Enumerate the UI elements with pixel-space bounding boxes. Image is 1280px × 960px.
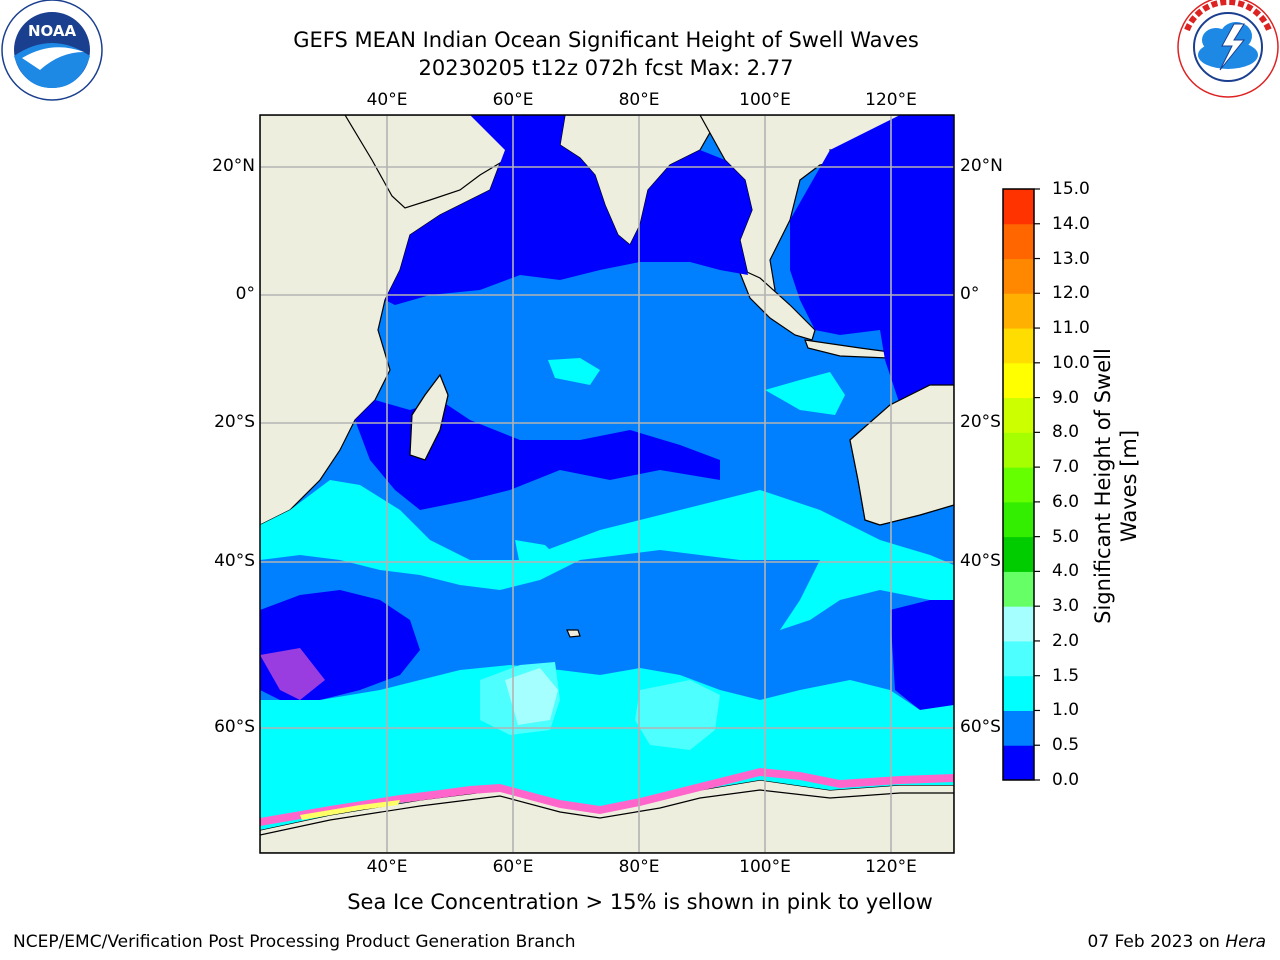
colorbar-tick-label: 11.0 [1052, 318, 1090, 339]
graticule [260, 115, 954, 853]
colorbar-segment [1003, 258, 1034, 294]
colorbar-segment [1003, 501, 1034, 538]
colorbar-tick-label: 10.0 [1052, 352, 1090, 373]
lon-label-top: 80°E [618, 90, 660, 110]
lon-label-top: 100°E [739, 90, 791, 110]
colorbar-tick-label: 0.0 [1052, 770, 1080, 790]
footer-host: Hera [1225, 932, 1266, 952]
lat-label-left: 40°S [214, 551, 255, 571]
colorbar-segment [1003, 189, 1034, 225]
colorbar-segment [1003, 223, 1034, 260]
colorbar-tick-label: 0.5 [1052, 735, 1080, 756]
lat-label-left: 60°S [214, 717, 255, 737]
sea-ice-caption: Sea Ice Concentration > 15% is shown in … [347, 890, 933, 914]
colorbar-segment [1003, 571, 1034, 607]
colorbar-tick-label: 2.0 [1052, 630, 1080, 651]
colorbar-tick-label: 1.5 [1052, 665, 1080, 686]
lat-label-right: 20°N [960, 156, 1003, 176]
colorbar-title: Significant Height of Swell Waves [m] [1091, 348, 1141, 624]
lon-label-bottom: 80°E [618, 857, 660, 877]
chart-title: GEFS MEAN Indian Ocean Significant Heigh… [293, 28, 919, 52]
lon-label-top: 60°E [492, 90, 534, 110]
noaa-logo-text: NOAA [28, 22, 77, 40]
colorbar [1003, 188, 1040, 781]
colorbar-tick-label: 12.0 [1052, 283, 1090, 304]
colorbar-segment [1003, 745, 1034, 781]
colorbar-tick-label: 5.0 [1052, 526, 1080, 547]
colorbar-tick-label: 4.0 [1052, 561, 1080, 582]
footer-credit: NCEP/EMC/Verification Post Processing Pr… [13, 932, 576, 952]
footer-date: 07 Feb 2023 on Hera [1088, 932, 1266, 952]
colorbar-tick-label: 8.0 [1052, 422, 1080, 443]
colorbar-tick-label: 1.0 [1052, 700, 1080, 721]
lat-label-left: 20°S [214, 412, 255, 432]
lat-label-right: 60°S [960, 717, 1001, 737]
colorbar-segment [1003, 606, 1034, 642]
colorbar-tick-label: 3.0 [1052, 596, 1080, 617]
colorbar-segment [1003, 675, 1034, 711]
map-frame [259, 114, 955, 854]
lat-label-right: 20°S [960, 412, 1001, 432]
lon-label-top: 120°E [865, 90, 917, 110]
colorbar-tick-label: 9.0 [1052, 387, 1080, 408]
noaa-logo: NOAA [1, 0, 103, 101]
colorbar-frame [1002, 188, 1035, 781]
lon-label-bottom: 60°E [492, 857, 534, 877]
colorbar-segment [1003, 397, 1034, 433]
colorbar-tick-label: 15.0 [1052, 179, 1090, 199]
colorbar-segment [1003, 536, 1034, 572]
colorbar-tick-label: 6.0 [1052, 491, 1080, 512]
map-area [260, 115, 954, 853]
colorbar-segment [1003, 432, 1034, 468]
lat-label-left: 20°N [212, 156, 255, 176]
colorbar-segment [1003, 328, 1034, 364]
nws-logo [1177, 0, 1279, 98]
footer-date-text: 07 Feb 2023 on [1087, 932, 1220, 952]
chart-subtitle: 20230205 t12z 072h fcst Max: 2.77 [418, 56, 794, 80]
lon-label-bottom: 40°E [366, 857, 408, 877]
lat-label-right: 40°S [960, 551, 1001, 571]
colorbar-tick-label: 14.0 [1052, 213, 1090, 234]
colorbar-segment [1003, 467, 1034, 503]
colorbar-segment [1003, 362, 1034, 399]
lat-label-right: 0° [960, 284, 980, 304]
lat-label-left: 0° [235, 284, 255, 304]
colorbar-segment [1003, 640, 1034, 677]
colorbar-tick-label: 7.0 [1052, 457, 1080, 478]
lon-label-bottom: 120°E [865, 857, 917, 877]
swell-shading [260, 115, 954, 830]
colorbar-segment [1003, 710, 1034, 746]
colorbar-tick-label: 13.0 [1052, 248, 1090, 269]
lon-label-top: 40°E [366, 90, 408, 110]
colorbar-segment [1003, 293, 1034, 329]
lon-label-bottom: 100°E [739, 857, 791, 877]
